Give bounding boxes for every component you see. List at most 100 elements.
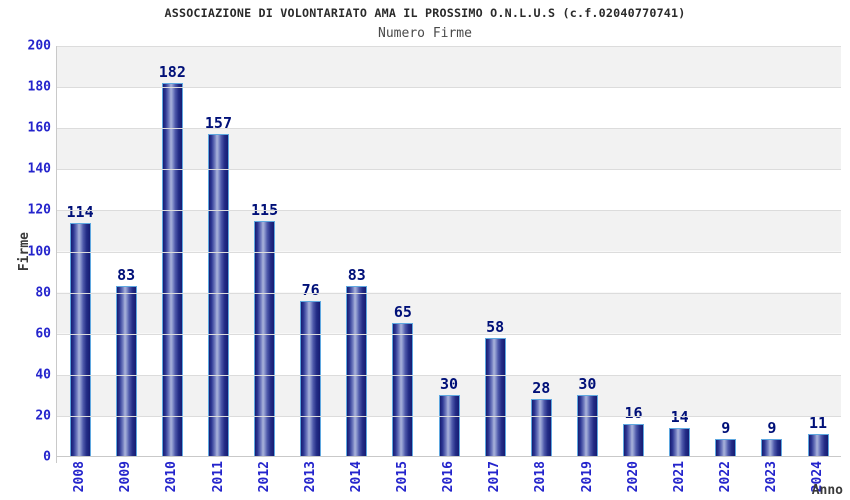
bar-value-label: 58 xyxy=(486,317,505,336)
bar-slot-2009: 83 xyxy=(103,46,149,457)
gridline-y-20 xyxy=(57,415,841,417)
x-tick-label-2022: 2022 xyxy=(717,461,733,493)
gridline-y-40 xyxy=(57,374,841,376)
y-tick-label-120: 120 xyxy=(27,202,51,218)
x-label-cell-2020: 2020 xyxy=(611,461,657,499)
bar-2021 xyxy=(669,428,691,457)
x-label-cell-2023: 2023 xyxy=(749,461,795,499)
bar-value-label: 14 xyxy=(670,408,689,427)
bar-value-label: 115 xyxy=(251,200,279,219)
bar-2016 xyxy=(438,395,460,457)
bar-value-label: 9 xyxy=(721,418,731,437)
gridline-y-200 xyxy=(57,46,841,47)
bar-2014 xyxy=(346,286,368,457)
y-tick-label-80: 80 xyxy=(35,285,51,301)
y-tick-label-180: 180 xyxy=(27,79,51,95)
bars-row: 114 83 182 157 115 76 83 65 30 58 28 30 16 14 9 9 11 xyxy=(57,46,841,457)
chart-title: ASSOCIAZIONE DI VOLONTARIATO AMA IL PROS… xyxy=(164,6,686,20)
plot-area: 114 83 182 157 115 76 83 65 30 58 28 30 16 14 9 9 11 xyxy=(57,46,841,457)
bar-slot-2008: 114 xyxy=(57,46,103,457)
x-label-cell-2013: 2013 xyxy=(288,461,334,499)
x-axis-tick-labels: 2008 2009 2010 2011 2012 2013 2014 2015 2016 2017… xyxy=(57,461,841,499)
bar-2024 xyxy=(807,434,829,457)
bar-value-label: 28 xyxy=(532,379,551,398)
bar-2020 xyxy=(623,424,645,457)
gridline-y-140 xyxy=(57,169,841,171)
bar-value-label: 9 xyxy=(767,418,777,437)
bar-slot-2017: 58 xyxy=(472,46,518,457)
bar-2019 xyxy=(576,395,598,457)
bar-slot-2021: 14 xyxy=(657,46,703,457)
y-tick-label-100: 100 xyxy=(27,244,51,259)
x-label-cell-2019: 2019 xyxy=(564,461,610,499)
bar-2015 xyxy=(392,323,414,457)
bar-value-label: 16 xyxy=(624,404,643,423)
bar-slot-2022: 9 xyxy=(703,46,749,457)
x-tick-label-2018: 2018 xyxy=(533,461,549,493)
gridline-y-160 xyxy=(57,128,841,130)
gridline-y-0 xyxy=(57,456,841,457)
bar-slot-2018: 28 xyxy=(518,46,564,457)
x-label-cell-2022: 2022 xyxy=(703,461,749,499)
bar-2010 xyxy=(161,83,183,457)
bar-value-label: 30 xyxy=(440,375,459,394)
y-tick-label-60: 60 xyxy=(35,326,51,342)
bar-value-label: 157 xyxy=(204,114,232,133)
bar-2022 xyxy=(715,438,737,457)
bar-2023 xyxy=(761,438,783,457)
x-tick-label-2013: 2013 xyxy=(302,461,318,493)
bar-2008 xyxy=(69,222,91,457)
x-tick-label-2009: 2009 xyxy=(118,461,134,493)
x-label-cell-2010: 2010 xyxy=(149,461,195,499)
x-tick-label-2016: 2016 xyxy=(441,461,457,493)
bar-2012 xyxy=(254,220,276,457)
x-label-cell-2008: 2008 xyxy=(57,461,103,499)
bar-value-label: 76 xyxy=(301,280,320,299)
x-tick-label-2020: 2020 xyxy=(625,461,641,493)
x-label-cell-2011: 2011 xyxy=(195,461,241,499)
bar-2013 xyxy=(300,300,322,457)
bar-slot-2023: 9 xyxy=(749,46,795,457)
x-tick-label-2023: 2023 xyxy=(764,461,780,493)
bar-value-label: 83 xyxy=(347,266,366,285)
x-tick-label-2017: 2017 xyxy=(487,461,503,493)
gridline-y-100 xyxy=(57,251,841,253)
bar-2017 xyxy=(484,337,506,457)
y-tick-label-200: 200 xyxy=(27,38,51,54)
bar-value-label: 65 xyxy=(393,303,412,322)
bar-value-label: 11 xyxy=(809,414,828,433)
bar-slot-2019: 30 xyxy=(564,46,610,457)
x-label-cell-2021: 2021 xyxy=(657,461,703,499)
x-label-cell-2018: 2018 xyxy=(518,461,564,499)
y-tick-label-140: 140 xyxy=(27,161,51,177)
x-tick-label-2011: 2011 xyxy=(210,461,226,493)
bar-2011 xyxy=(207,134,229,457)
y-tick-label-20: 20 xyxy=(35,408,51,424)
bar-value-label: 114 xyxy=(66,202,94,221)
x-label-cell-2012: 2012 xyxy=(242,461,288,499)
bar-slot-2010: 182 xyxy=(149,46,195,457)
gridline-y-120 xyxy=(57,210,841,212)
x-tick-label-2010: 2010 xyxy=(164,461,180,493)
bar-slot-2014: 83 xyxy=(334,46,380,457)
x-label-cell-2017: 2017 xyxy=(472,461,518,499)
bar-slot-2011: 157 xyxy=(195,46,241,457)
bar-2018 xyxy=(530,399,552,457)
x-tick-label-2012: 2012 xyxy=(256,461,272,493)
bar-value-label: 182 xyxy=(158,63,186,81)
x-tick-label-2014: 2014 xyxy=(348,461,364,493)
x-tick-label-2015: 2015 xyxy=(395,461,411,493)
x-tick-label-2019: 2019 xyxy=(579,461,595,493)
gridline-y-80 xyxy=(57,292,841,294)
bar-value-label: 30 xyxy=(578,375,597,394)
bar-slot-2016: 30 xyxy=(426,46,472,457)
y-tick-label-40: 40 xyxy=(35,367,51,383)
y-tick-label-0: 0 xyxy=(43,449,51,465)
bar-value-label: 83 xyxy=(117,266,136,285)
x-label-cell-2014: 2014 xyxy=(334,461,380,499)
chart-subtitle: Numero Firme xyxy=(378,26,472,41)
bar-slot-2015: 65 xyxy=(380,46,426,457)
x-label-cell-2016: 2016 xyxy=(426,461,472,499)
bar-slot-2012: 115 xyxy=(242,46,288,457)
